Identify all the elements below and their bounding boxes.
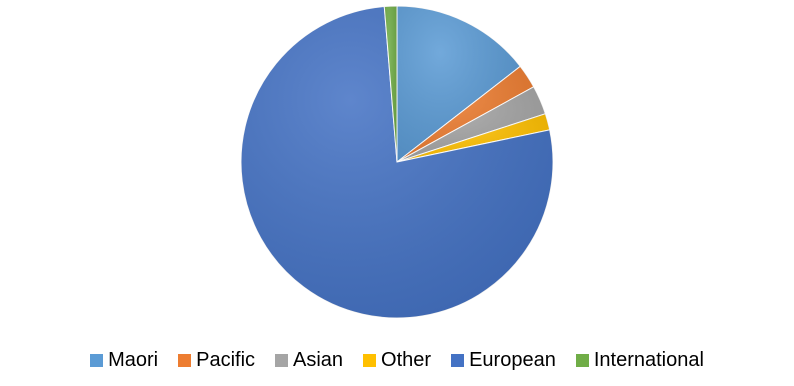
pie-plot-area [240,5,554,319]
legend-label: International [593,348,704,371]
pie-slices [240,5,554,319]
legend-label: Pacific [196,348,256,371]
legend: Maori Pacific Asian Other European Internatio… [0,342,794,378]
pie-slice-shade-european [241,6,554,318]
legend-swatch [575,353,589,367]
pie-slice-shade-other [397,113,550,162]
legend-label: European [469,348,556,371]
pie-slice-shade-asian [397,86,546,162]
legend-label: Asian [293,348,344,371]
legend-swatch [90,353,104,367]
legend-item-international: International [575,348,704,372]
legend-swatch [363,353,377,367]
legend-item-other: Other [363,349,431,372]
legend-item-maori: Maori [90,349,158,372]
pie-slice-shade-pacific [397,66,534,162]
legend-swatch [451,353,465,367]
legend-item-asian: Asian [275,349,343,372]
legend-item-pacific: Pacific [178,349,255,372]
pie-slice-shade-international [384,6,397,162]
legend-label: Maori [108,348,159,371]
legend-label: Other [381,348,432,371]
pie-slice-shade-maori [397,6,521,162]
legend-item-european: European [451,349,556,372]
legend-swatch [275,353,289,367]
legend-swatch [178,353,192,367]
